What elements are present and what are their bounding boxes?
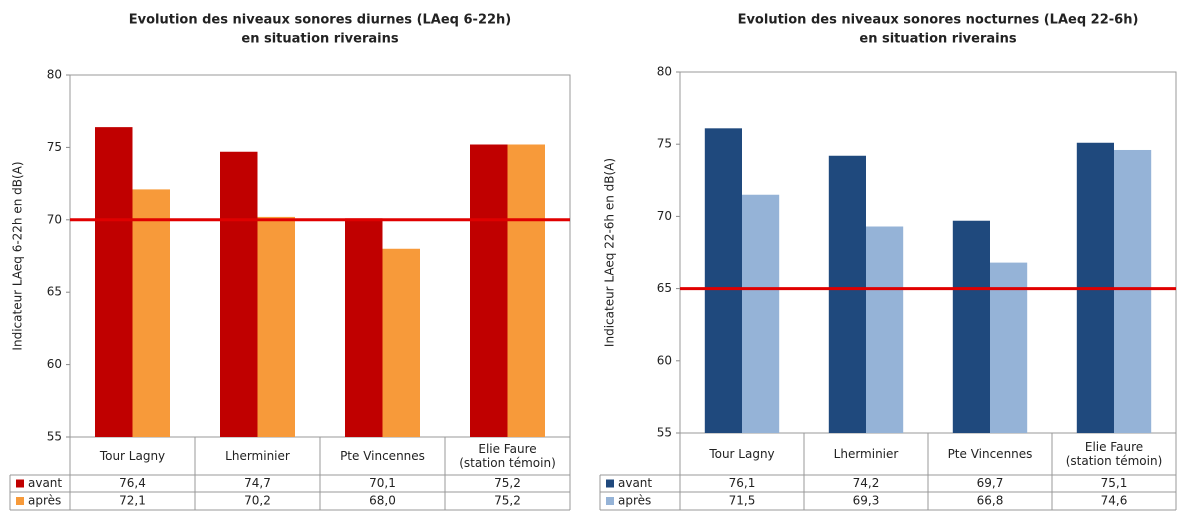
bar [382,248,420,437]
y-tick-label: 55 [47,430,62,444]
bar [507,144,545,437]
x-tick-label: Pte Vincennes [947,447,1033,461]
x-tick-label: Lherminier [833,447,899,461]
x-tick-label: Lherminier [225,449,290,463]
x-tick-label: Elie Faure (station témoin) [1065,440,1163,468]
table-value: 71,5 [729,494,756,508]
table-value: 74,2 [853,476,880,490]
y-tick-label: 55 [657,426,672,440]
y-tick-label: 65 [657,281,672,295]
table-value: 66,8 [977,494,1004,508]
category-cell: Pte Vincennes [947,447,1033,461]
x-tick-label: Tour Lagny [99,449,166,463]
category-cell: Lherminier [225,449,290,463]
bar [990,262,1028,433]
x-tick-label: Tour Lagny [709,447,775,461]
legend-label: après [618,494,651,508]
category-cell: Pte Vincennes [340,449,425,463]
y-tick-label: 80 [47,68,62,82]
chart: Evolution des niveaux sonores nocturnes … [599,13,1177,511]
chart-title: Evolution des niveaux sonores nocturnes … [738,13,1139,28]
category-cell: Elie Faure (station témoin) [459,442,556,470]
bar [742,194,780,433]
bar [95,127,133,438]
table-value: 74,7 [244,476,271,490]
table-value: 72,1 [119,494,146,508]
category-cell: Tour Lagny [99,449,166,463]
table-value: 74,6 [1101,494,1128,508]
chart-title: Evolution des niveaux sonores diurnes (L… [129,13,511,28]
table-value: 75,2 [494,476,521,490]
category-cell: Lherminier [833,447,899,461]
bar [704,128,742,434]
y-tick-label: 75 [657,137,672,151]
bar [952,220,990,433]
y-tick-label: 60 [47,357,62,371]
y-tick-label: 75 [47,140,62,154]
bar [220,151,258,437]
x-tick-label: Pte Vincennes [340,449,425,463]
bar [1114,149,1152,433]
y-tick-label: 60 [657,353,672,367]
y-tick-label: 70 [47,212,62,226]
legend-swatch [606,497,614,505]
bar [345,218,383,437]
legend-label: avant [28,476,62,490]
bar [828,155,866,433]
bar [132,189,170,437]
bar [866,226,904,433]
bar [257,216,295,437]
chart-title: en situation riverains [241,32,398,47]
chart: Evolution des niveaux sonores diurnes (L… [9,13,571,511]
y-tick-label: 80 [657,65,672,79]
legend-swatch [606,479,614,488]
category-cell: Tour Lagny [709,447,775,461]
y-tick-label: 65 [47,285,62,299]
table-value: 75,1 [1101,476,1128,490]
table-value: 69,3 [853,494,880,508]
y-axis-label: Indicateur LAeq 6-22h en dB(A) [11,161,25,350]
table-value: 76,4 [119,476,146,490]
table-value: 68,0 [369,494,396,508]
y-tick-label: 70 [657,209,672,223]
bar [470,144,508,437]
legend-label: avant [618,476,652,490]
legend-swatch [16,479,24,488]
table-value: 70,1 [369,476,396,490]
x-tick-label: Elie Faure (station témoin) [459,442,556,470]
table-value: 76,1 [729,476,756,490]
chart-title: en situation riverains [859,32,1016,47]
table-value: 70,2 [244,494,271,508]
legend-swatch [16,497,24,505]
table-value: 69,7 [977,476,1004,490]
category-cell: Elie Faure (station témoin) [1065,440,1163,468]
y-axis-label: Indicateur LAeq 22-6h en dB(A) [603,158,617,347]
table-value: 75,2 [494,494,521,508]
legend-label: après [28,494,61,508]
